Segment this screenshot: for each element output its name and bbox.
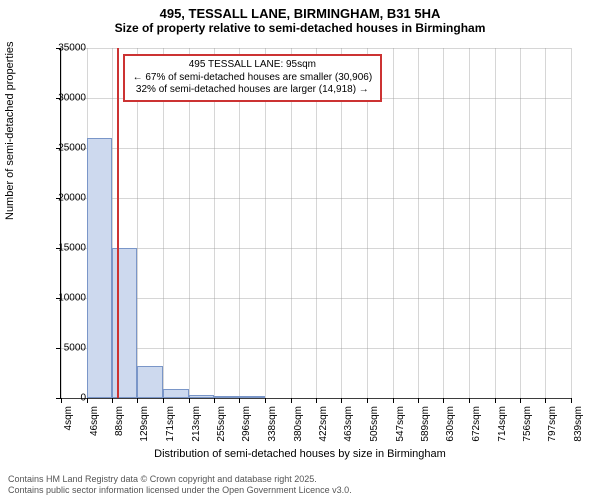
reference-line	[117, 48, 119, 398]
xtick-mark	[469, 398, 470, 403]
xtick-mark	[495, 398, 496, 403]
ytick-label: 15000	[46, 243, 86, 254]
ytick-label: 25000	[46, 143, 86, 154]
xtick-label: 630sqm	[445, 406, 456, 442]
xtick-mark	[316, 398, 317, 403]
gridline-v	[495, 48, 496, 398]
histogram-bar	[163, 389, 189, 398]
xtick-mark	[545, 398, 546, 403]
xtick-mark	[112, 398, 113, 403]
xtick-label: 797sqm	[547, 406, 558, 442]
xtick-mark	[291, 398, 292, 403]
histogram-bar	[137, 366, 163, 398]
xtick-mark	[265, 398, 266, 403]
histogram-bar	[214, 396, 239, 398]
footer-attribution: Contains HM Land Registry data © Crown c…	[8, 474, 352, 496]
gridline-v	[469, 48, 470, 398]
gridline-v	[443, 48, 444, 398]
xtick-label: 505sqm	[369, 406, 380, 442]
xtick-mark	[367, 398, 368, 403]
ytick-label: 30000	[46, 93, 86, 104]
xtick-label: 839sqm	[573, 406, 584, 442]
annotation-line2: ← 67% of semi-detached houses are smalle…	[133, 72, 373, 85]
histogram-bar	[189, 395, 215, 399]
xtick-mark	[393, 398, 394, 403]
xtick-mark	[341, 398, 342, 403]
footer-line1: Contains HM Land Registry data © Crown c…	[8, 474, 352, 485]
xtick-mark	[137, 398, 138, 403]
chart-title: 495, TESSALL LANE, BIRMINGHAM, B31 5HA	[0, 0, 600, 21]
ytick-label: 0	[46, 393, 86, 404]
xtick-label: 171sqm	[165, 406, 176, 442]
plot-area: 495 TESSALL LANE: 95sqm← 67% of semi-det…	[60, 48, 571, 399]
xtick-mark	[239, 398, 240, 403]
xtick-mark	[443, 398, 444, 403]
xtick-mark	[87, 398, 88, 403]
xtick-label: 129sqm	[139, 406, 150, 442]
xtick-label: 547sqm	[395, 406, 406, 442]
xtick-label: 4sqm	[63, 406, 74, 430]
gridline-v	[393, 48, 394, 398]
y-axis-label: Number of semi-detached properties	[4, 41, 16, 220]
xtick-label: 380sqm	[293, 406, 304, 442]
xtick-label: 213sqm	[191, 406, 202, 442]
annotation-box: 495 TESSALL LANE: 95sqm← 67% of semi-det…	[123, 54, 383, 102]
xtick-label: 463sqm	[343, 406, 354, 442]
xtick-label: 46sqm	[89, 406, 100, 436]
xtick-label: 422sqm	[318, 406, 329, 442]
xtick-label: 338sqm	[267, 406, 278, 442]
xtick-label: 714sqm	[497, 406, 508, 442]
xtick-label: 296sqm	[241, 406, 252, 442]
annotation-line1: 495 TESSALL LANE: 95sqm	[133, 59, 373, 72]
xtick-mark	[214, 398, 215, 403]
xtick-mark	[520, 398, 521, 403]
xtick-mark	[163, 398, 164, 403]
xtick-label: 756sqm	[522, 406, 533, 442]
ytick-label: 5000	[46, 343, 86, 354]
annotation-line3: 32% of semi-detached houses are larger (…	[133, 84, 373, 97]
xtick-label: 589sqm	[420, 406, 431, 442]
histogram-bar	[87, 138, 113, 398]
xtick-mark	[418, 398, 419, 403]
chart-subtitle: Size of property relative to semi-detach…	[0, 21, 600, 39]
gridline-v	[571, 48, 572, 398]
gridline-v	[520, 48, 521, 398]
xtick-label: 88sqm	[114, 406, 125, 436]
xtick-label: 255sqm	[216, 406, 227, 442]
ytick-label: 10000	[46, 293, 86, 304]
gridline-v	[418, 48, 419, 398]
xtick-label: 672sqm	[471, 406, 482, 442]
gridline-v	[545, 48, 546, 398]
xtick-mark	[189, 398, 190, 403]
footer-line2: Contains public sector information licen…	[8, 485, 352, 496]
x-axis-label: Distribution of semi-detached houses by …	[0, 448, 600, 460]
xtick-mark	[571, 398, 572, 403]
chart-container: 495, TESSALL LANE, BIRMINGHAM, B31 5HA S…	[0, 0, 600, 500]
ytick-label: 35000	[46, 43, 86, 54]
ytick-label: 20000	[46, 193, 86, 204]
histogram-bar	[239, 396, 265, 398]
